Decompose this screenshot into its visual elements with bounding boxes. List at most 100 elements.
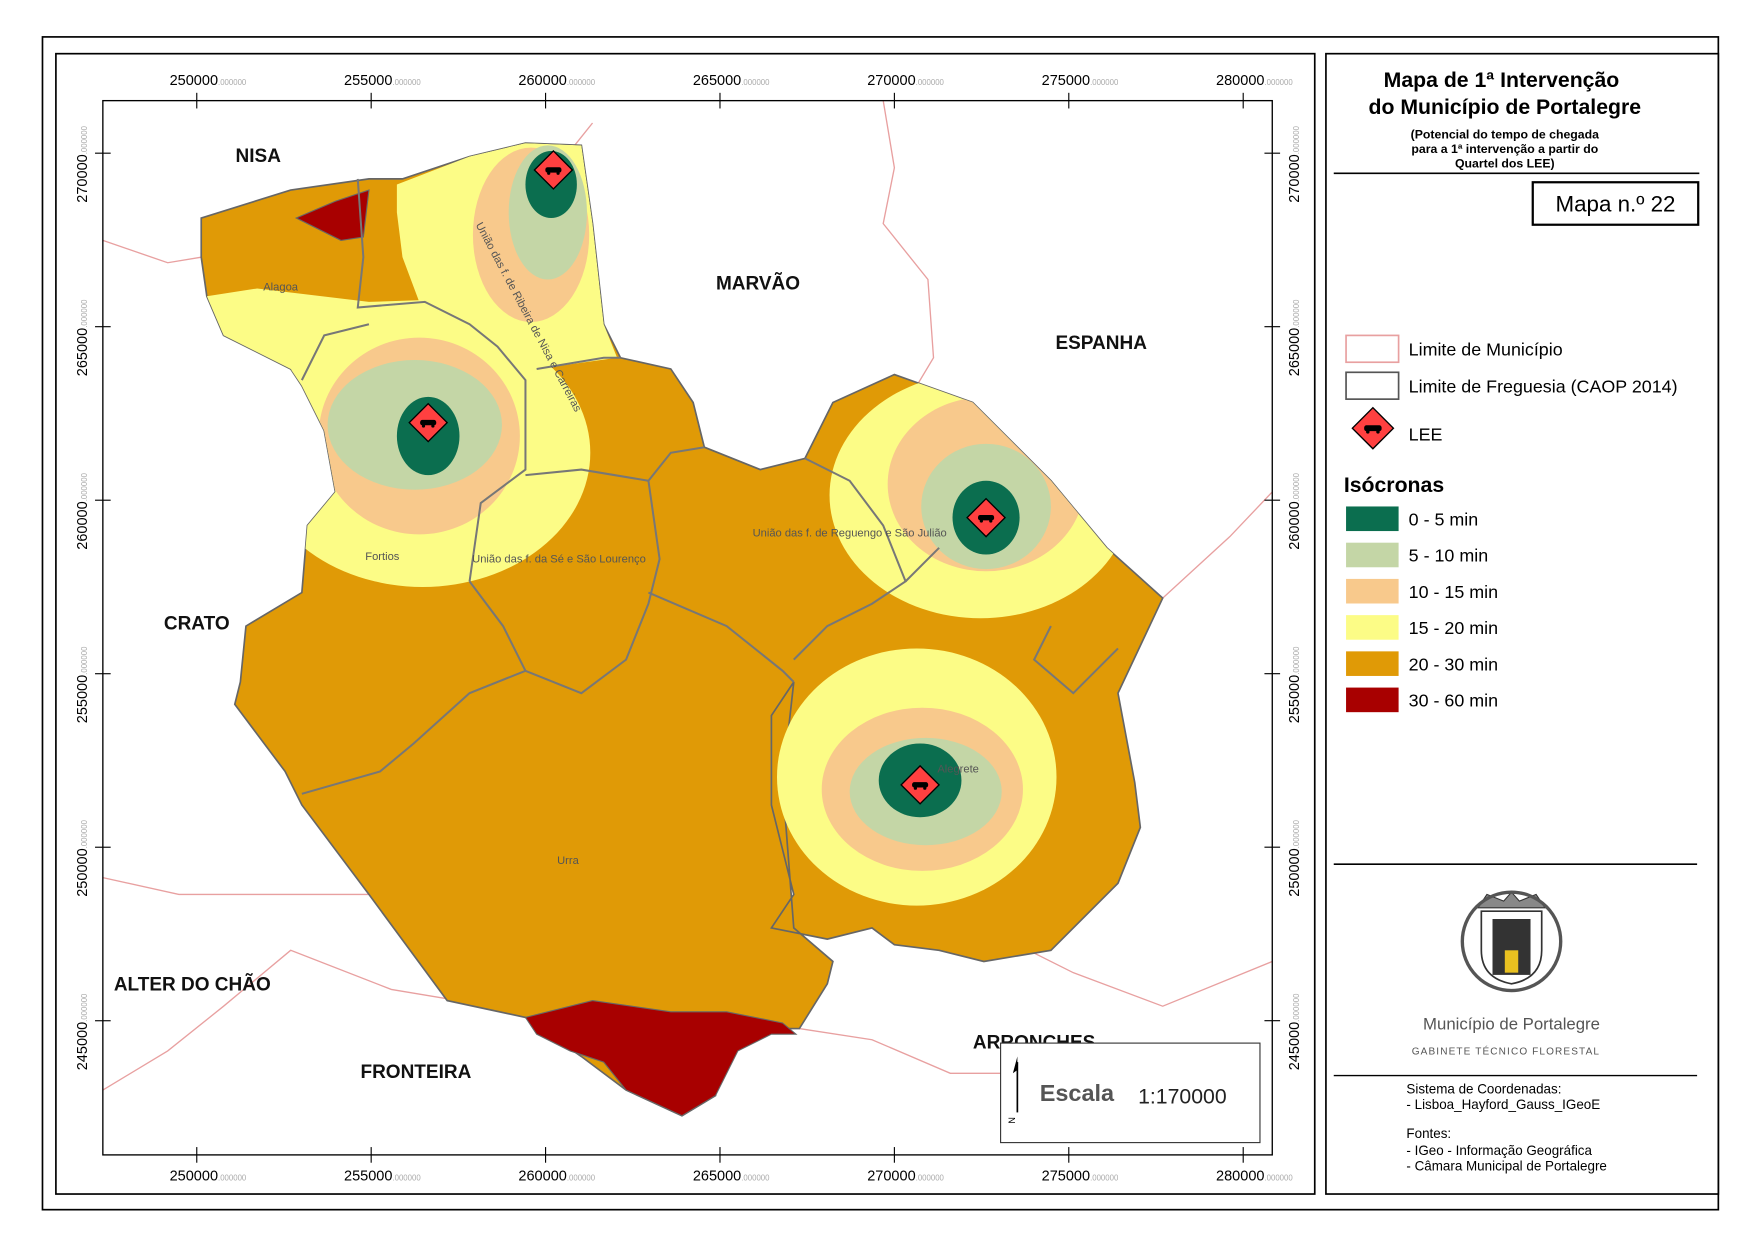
tick-value: 245000 — [75, 1022, 91, 1070]
tick-label: 280000.000000 — [1216, 73, 1293, 89]
legend-label: 10 - 15 min — [1409, 582, 1498, 602]
lee-wheel — [421, 424, 426, 428]
tick-value: 260000 — [75, 501, 91, 549]
tick-value: 255000 — [1287, 675, 1303, 723]
tick-label: 245000.000000 — [75, 993, 91, 1070]
tick-label: 265000.000000 — [1287, 299, 1303, 376]
region-label: ESPANHA — [1055, 333, 1147, 354]
tick-label: 255000.000000 — [1287, 646, 1303, 723]
tick-label: 260000.000000 — [518, 73, 595, 89]
tick-value: 265000 — [1287, 328, 1303, 376]
tick-label: 250000.000000 — [1287, 819, 1303, 896]
parish-boundary — [300, 323, 370, 381]
tick-label: 260000.000000 — [518, 1169, 595, 1185]
tick-value: 255000 — [344, 1169, 392, 1185]
lee-wheel — [979, 519, 983, 523]
map-frame — [102, 99, 1273, 1156]
tick-decimals: .000000 — [567, 1174, 596, 1183]
tick-decimals: .000000 — [1090, 78, 1119, 87]
coords: - Lisboa_Hayford_Gauss_IGeoE — [1406, 1097, 1600, 1112]
lee-wheel — [989, 519, 993, 523]
tick-label: 270000.000000 — [867, 73, 944, 89]
tick-decimals: .000000 — [392, 78, 421, 87]
tick-label: 275000.000000 — [1042, 73, 1119, 89]
tick-decimals: .000000 — [1264, 1174, 1293, 1183]
parish-boundary — [356, 178, 527, 582]
title: Mapa de 1ª Intervenção — [1384, 68, 1620, 92]
legend-label: Limite de Município — [1409, 340, 1563, 360]
tick-decimals: .000000 — [1292, 993, 1301, 1022]
tick-decimals: .000000 — [80, 125, 89, 154]
emblem-door — [1504, 950, 1519, 973]
tick-value: 250000 — [75, 848, 91, 896]
tick-decimals: .000000 — [741, 1174, 770, 1183]
tick-value: 265000 — [75, 328, 91, 376]
dept-name: GABINETE TÉCNICO FLORESTAL — [1412, 1044, 1600, 1057]
tick-label: 265000.000000 — [693, 73, 770, 89]
tick-value: 270000 — [75, 154, 91, 202]
region-label: ALTER DO CHÃO — [114, 974, 271, 996]
lee-wheel — [556, 171, 560, 175]
tick-label: 250000.000000 — [75, 819, 91, 896]
tick-value: 260000 — [518, 1169, 566, 1185]
lee-vehicle — [545, 167, 562, 173]
parish-label: Alegrete — [937, 764, 979, 776]
tick-label: 270000.000000 — [75, 125, 91, 202]
parish-boundary — [468, 580, 527, 672]
tick-value: 265000 — [693, 1169, 741, 1185]
tick-label: 260000.000000 — [1287, 472, 1303, 549]
legend-swatch — [1346, 506, 1399, 532]
legend-swatch — [1346, 651, 1399, 676]
municipality-boundary — [1162, 491, 1273, 599]
tick-value: 280000 — [1216, 73, 1264, 89]
parish-label: Fortios — [365, 551, 400, 563]
lee-wheel — [923, 786, 927, 790]
graticule: 250000.000000250000.000000255000.0000002… — [75, 73, 1303, 1185]
scale-label: Escala — [1040, 1080, 1115, 1106]
tick-decimals: .000000 — [1292, 299, 1301, 328]
tick-decimals: .000000 — [567, 78, 596, 87]
tick-decimals: .000000 — [80, 819, 89, 848]
parish-label: Urra — [557, 855, 579, 867]
tick-label: 280000.000000 — [1216, 1169, 1293, 1185]
scale-value: 1:170000 — [1138, 1084, 1227, 1108]
subtitle: Quartel dos LEE) — [1455, 157, 1555, 171]
legend-municipality-swatch — [1345, 334, 1400, 364]
tick-decimals: .000000 — [218, 1174, 247, 1183]
lee-vehicle — [420, 419, 437, 426]
parish-label: União das f. da Sé e São Lourenço — [472, 553, 646, 565]
tick-decimals: .000000 — [80, 472, 89, 501]
source: - Câmara Municipal de Portalegre — [1406, 1159, 1606, 1174]
tick-decimals: .000000 — [80, 299, 89, 328]
region-label: CRATO — [164, 613, 230, 634]
tick-decimals: .000000 — [1292, 125, 1301, 154]
tick-value: 275000 — [1042, 73, 1090, 89]
lee-wheel — [1366, 430, 1370, 434]
legend-swatch — [1346, 687, 1399, 713]
legend-swatch — [1346, 578, 1399, 604]
tick-label: 255000.000000 — [344, 73, 421, 89]
tick-value: 270000 — [1287, 154, 1303, 202]
tick-decimals: .000000 — [916, 1174, 945, 1183]
tick-label: 255000.000000 — [75, 646, 91, 723]
municipality-boundary — [102, 876, 369, 896]
parish-boundary — [1032, 625, 1119, 695]
tick-label: 265000.000000 — [75, 299, 91, 376]
org-name: Município de Portalegre — [1423, 1015, 1600, 1034]
tick-value: 245000 — [1287, 1022, 1303, 1070]
sources-title: Fontes: — [1406, 1126, 1451, 1141]
tick-value: 275000 — [1042, 1169, 1090, 1185]
tick-value: 265000 — [693, 73, 741, 89]
tick-value: 280000 — [1216, 1169, 1264, 1185]
tick-label: 265000.000000 — [693, 1169, 770, 1185]
region-label: MARVÃO — [716, 273, 800, 295]
lee-vehicle — [978, 514, 995, 521]
title: do Município de Portalegre — [1369, 95, 1642, 119]
tick-label: 270000.000000 — [867, 1169, 944, 1185]
legend-swatch — [1346, 542, 1399, 568]
legend-label: 30 - 60 min — [1409, 691, 1498, 711]
legend-swatch — [1346, 615, 1399, 640]
tick-decimals: .000000 — [1264, 78, 1293, 87]
tick-decimals: .000000 — [80, 646, 89, 675]
tick-value: 250000 — [1287, 848, 1303, 896]
